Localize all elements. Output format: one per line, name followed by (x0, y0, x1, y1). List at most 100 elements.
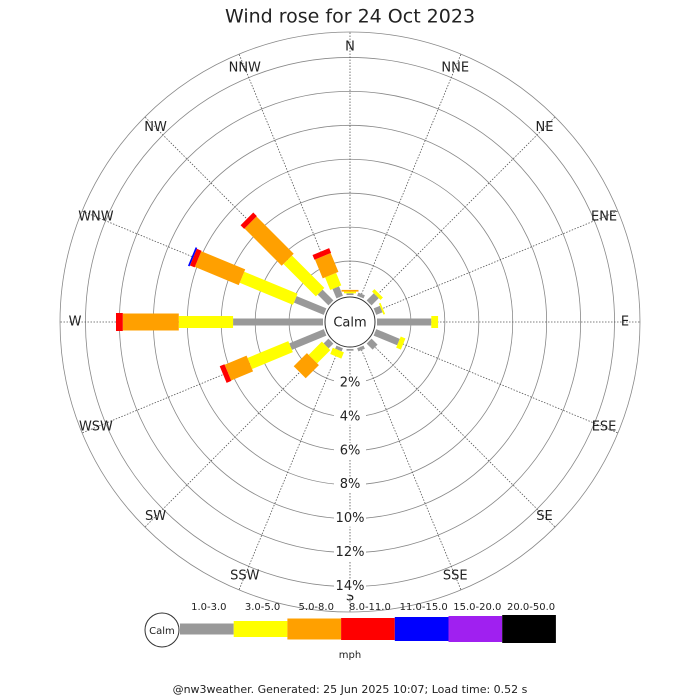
bar-segment (346, 349, 354, 351)
direction-label: SSW (230, 569, 260, 584)
bar-segment (312, 248, 332, 260)
bar-segment (372, 289, 383, 300)
bar-segment (115, 313, 123, 331)
bar-segment (247, 341, 293, 370)
spoke (359, 53, 462, 298)
spoke (359, 346, 462, 591)
bar-segment (244, 216, 294, 266)
bar-segment (283, 255, 325, 297)
calm-circle (324, 296, 376, 348)
legend-swatch (394, 617, 449, 641)
direction-label: WNW (78, 209, 114, 224)
bar-segment (219, 364, 232, 383)
direction-label: NNW (229, 60, 261, 75)
bar-segment (122, 313, 179, 331)
spoke (81, 331, 326, 434)
bar-segment (317, 289, 334, 306)
bar-segment (341, 289, 359, 292)
bar-segment (178, 316, 234, 328)
direction-label: SSE (443, 569, 468, 584)
direction-bars (357, 345, 365, 352)
bar-segment (332, 286, 343, 299)
direction-label: ENE (591, 209, 617, 224)
calm-label: Calm (333, 316, 366, 331)
bar-segment (289, 329, 327, 350)
direction-bars (373, 329, 406, 350)
bar-segment (335, 345, 343, 352)
spoke (81, 210, 326, 313)
tick-label-bg (334, 374, 366, 391)
legend-calm-label: Calm (149, 626, 175, 637)
legend-label: 20.0-50.0 (507, 602, 555, 613)
legend-label: 11.0-15.0 (400, 602, 448, 613)
bar-segment (346, 293, 354, 295)
spoke (374, 331, 619, 434)
tick-label-bg (334, 476, 366, 493)
legend-swatch (502, 615, 556, 643)
bar-segment (323, 338, 334, 349)
bar-segment (366, 293, 379, 306)
legend-calm (144, 612, 180, 648)
bar-segment (357, 345, 365, 352)
bar-segment (314, 253, 339, 279)
tick-label-bg (334, 578, 366, 595)
legend-label: 8.0-11.0 (349, 602, 391, 613)
r-tick-label: 10% (336, 511, 365, 526)
bar-segment (344, 291, 356, 294)
tick-label-bg (334, 544, 366, 561)
direction-bars (312, 248, 343, 299)
legend-label: 15.0-20.0 (453, 602, 501, 613)
direction-bars (373, 302, 386, 315)
spoke (144, 116, 332, 304)
bar-segment (189, 248, 202, 268)
bar-segment (330, 347, 344, 359)
direction-bars (115, 313, 323, 331)
bar-segment (373, 305, 383, 315)
direction-bars (366, 338, 378, 350)
direction-label: N (345, 40, 355, 55)
direction-bars (219, 329, 327, 383)
direction-label: NW (144, 120, 167, 135)
direction-label: ESE (592, 420, 617, 435)
legend-label: 1.0-3.0 (191, 602, 226, 613)
spoke (238, 346, 341, 591)
bar-segment (187, 247, 198, 267)
direction-label: S (346, 590, 354, 605)
legend-swatch (448, 616, 503, 642)
spoke (238, 53, 341, 298)
footer: @nw3weather. Generated: 25 Jun 2025 10:0… (173, 683, 528, 696)
r-tick-label: 2% (340, 375, 361, 390)
tick-label-bg (334, 442, 366, 459)
direction-bars (293, 338, 334, 379)
direction-bars (366, 289, 383, 306)
direction-bars (330, 345, 344, 359)
direction-bars (346, 349, 354, 351)
direction-label: E (621, 315, 629, 330)
legend-swatch (287, 618, 342, 640)
bar-segment (293, 296, 327, 315)
bar-segment (224, 355, 254, 381)
unit-label: mph (339, 650, 361, 661)
direction-label: WSW (79, 420, 113, 435)
bar-segment (378, 302, 386, 315)
direction-label: NNE (441, 60, 469, 75)
direction-bars (341, 289, 359, 295)
r-tick-label: 4% (340, 409, 361, 424)
legend-label: 3.0-5.0 (245, 602, 280, 613)
bar-segment (240, 212, 257, 229)
bar-segment (357, 292, 365, 299)
bar-segment (325, 272, 342, 290)
direction-bars (377, 316, 439, 328)
tick-label-bg (334, 408, 366, 425)
direction-bars (357, 292, 365, 299)
bar-segment (373, 329, 400, 346)
spoke (368, 116, 556, 304)
direction-label: SE (536, 509, 552, 524)
direction-bars (187, 247, 327, 315)
outer-ring (59, 31, 641, 613)
bar-segment (396, 336, 406, 350)
bar-segment (366, 338, 378, 350)
legend-swatch (180, 623, 234, 635)
bar-segment (239, 271, 298, 305)
